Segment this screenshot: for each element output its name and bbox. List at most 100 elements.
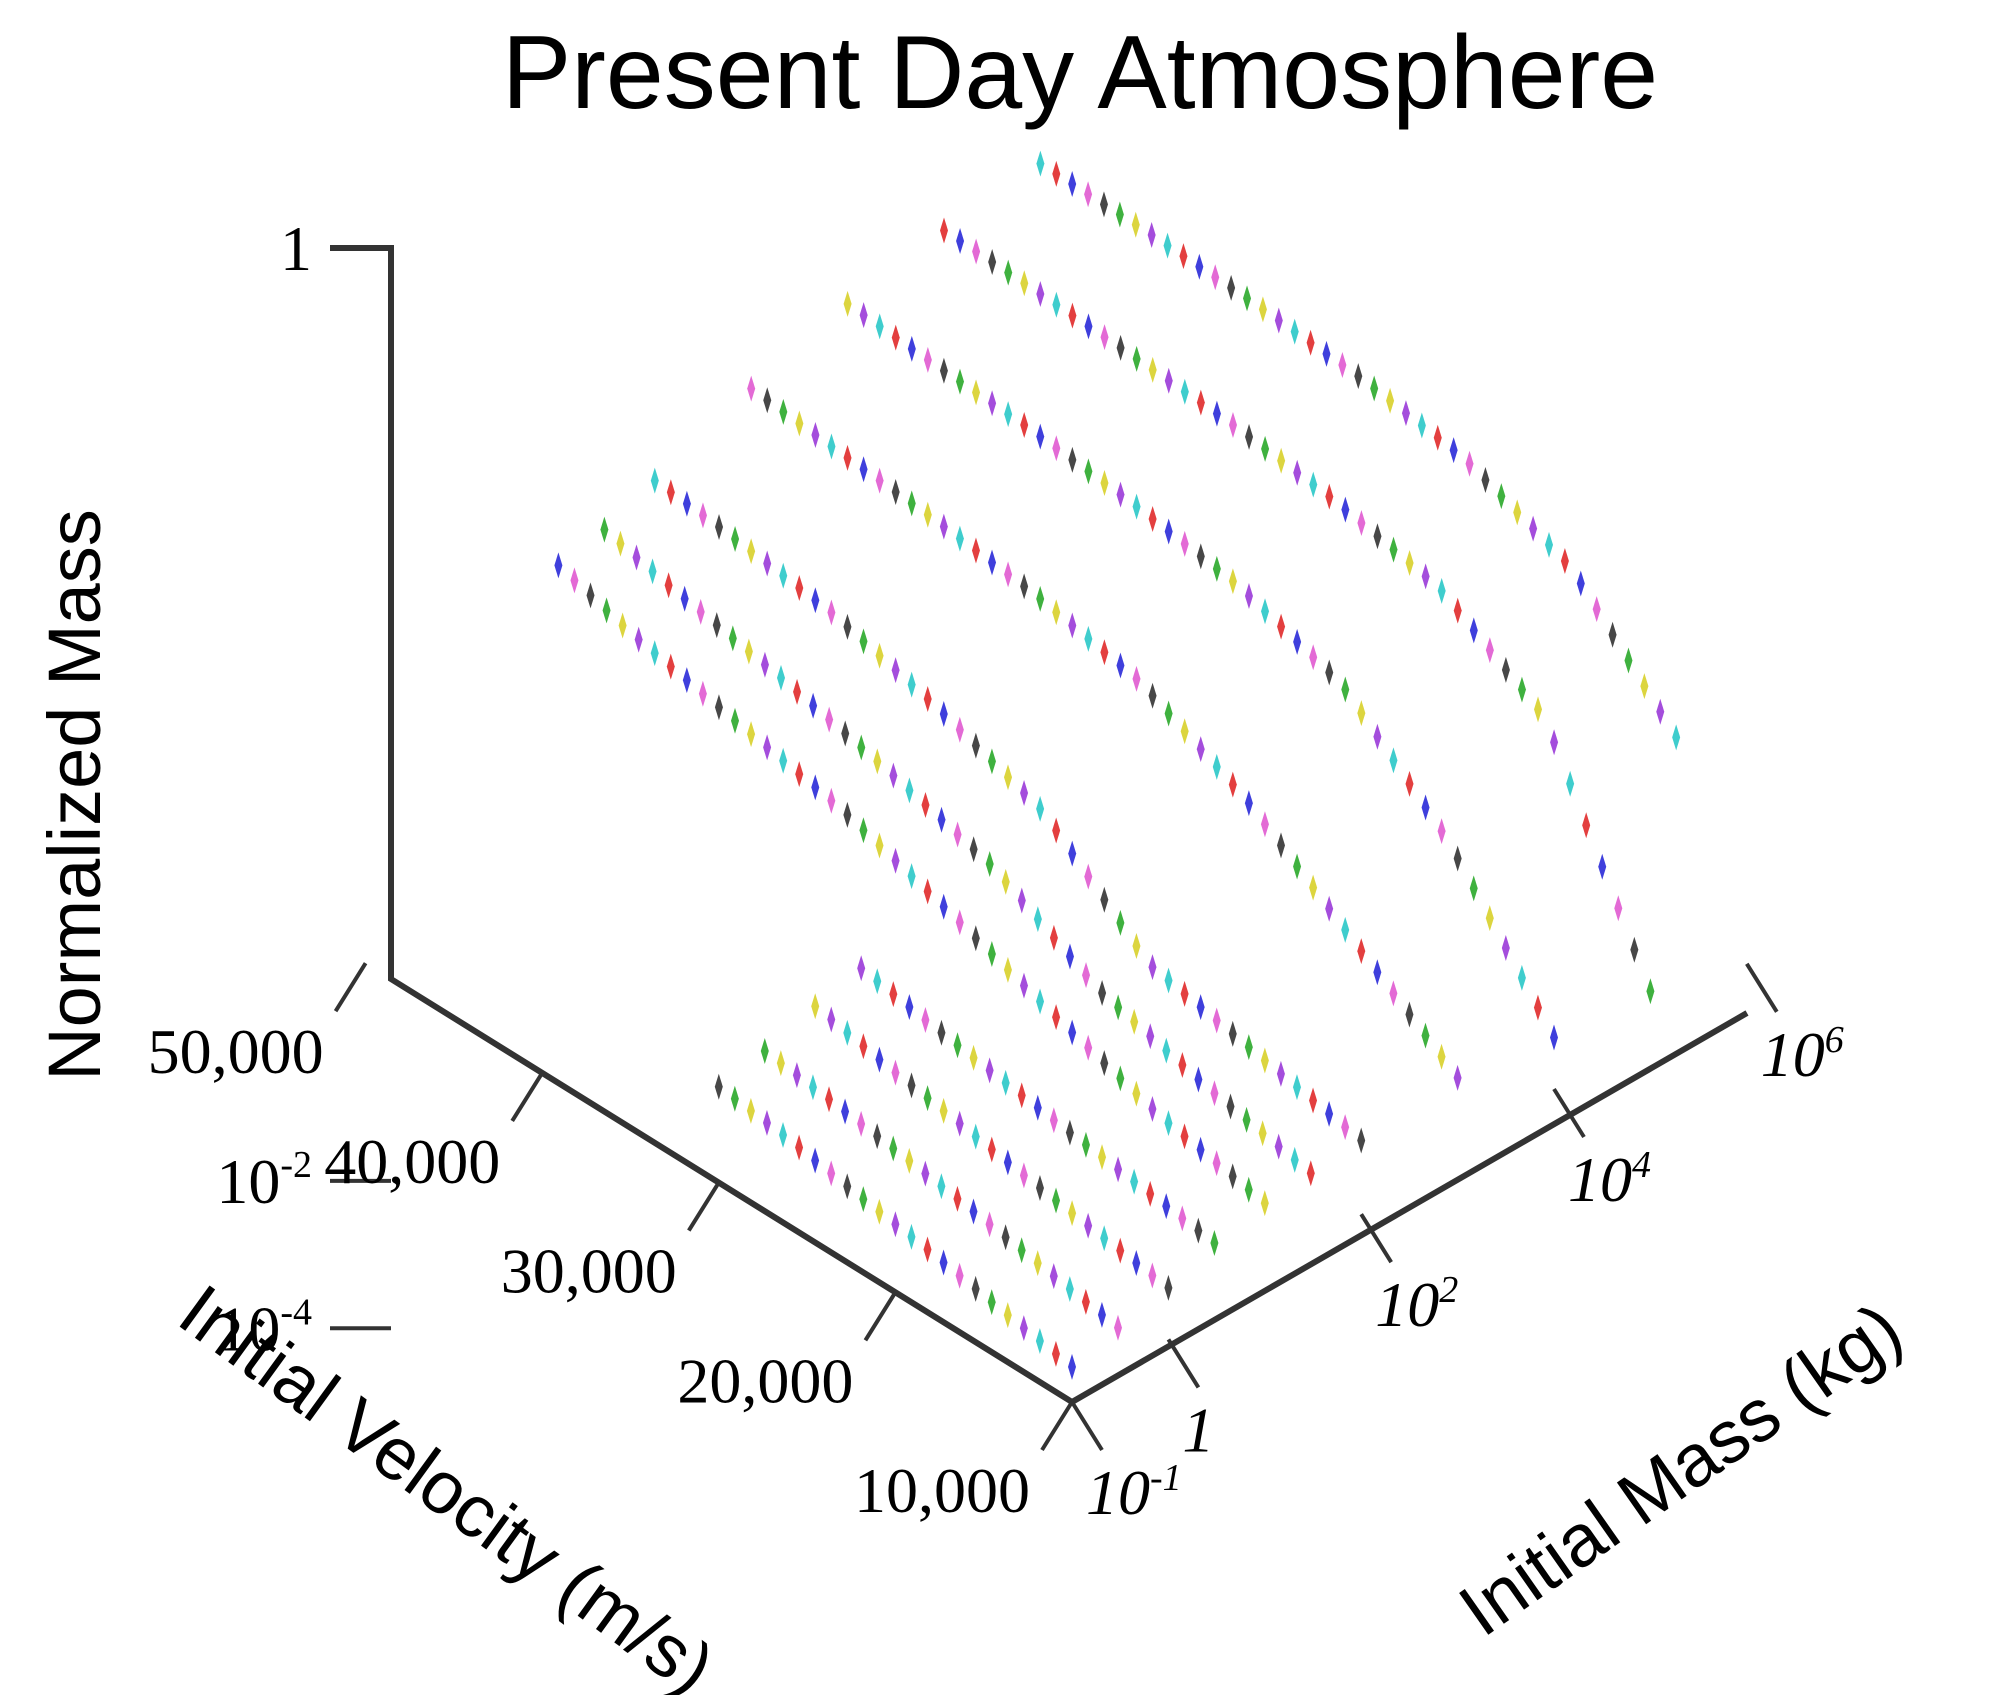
- data-point: [1036, 795, 1045, 822]
- data-point: [1550, 729, 1559, 756]
- data-point: [1211, 264, 1220, 291]
- data-point: [1228, 1020, 1237, 1047]
- initial-mass-tick-label: 104: [1568, 1144, 1651, 1215]
- data-point: [905, 1147, 914, 1174]
- data-point: [956, 228, 965, 255]
- data-point: [1116, 909, 1125, 936]
- data-point: [1277, 447, 1286, 474]
- axes: [330, 245, 1779, 1452]
- data-point: [1513, 499, 1522, 526]
- data-point: [939, 893, 948, 920]
- data-point: [1258, 296, 1267, 323]
- data-point: [1640, 673, 1649, 700]
- velocity-tick-mark: [1040, 1400, 1074, 1452]
- data-point: [1099, 191, 1108, 218]
- data-point: [857, 955, 866, 982]
- data-point: [859, 817, 868, 844]
- data-point: [859, 456, 868, 483]
- data-point: [682, 667, 691, 694]
- data-point: [1405, 770, 1414, 797]
- data-point: [1290, 318, 1299, 345]
- velocity-tick-mark: [687, 1181, 721, 1232]
- data-point: [889, 1135, 898, 1162]
- initial-mass-tick-label-base: 10: [1375, 1269, 1439, 1340]
- initial-mass-tick-label-exponent: -1: [1150, 1457, 1182, 1499]
- data-point: [923, 1236, 932, 1263]
- data-point: [955, 1110, 964, 1137]
- data-point: [1084, 863, 1093, 890]
- data-point: [907, 1072, 916, 1099]
- data-point: [795, 761, 804, 788]
- data-point: [1164, 518, 1173, 545]
- data-point: [1020, 780, 1029, 807]
- data-point: [1065, 1119, 1074, 1146]
- data-point: [1196, 543, 1205, 570]
- data-point: [811, 1147, 820, 1174]
- data-point: [1421, 1022, 1430, 1049]
- data-point: [891, 1059, 900, 1086]
- data-point: [988, 549, 997, 576]
- data-point: [698, 680, 707, 707]
- data-point: [1630, 936, 1639, 963]
- data-point: [1098, 979, 1107, 1006]
- velocity-tick-label: 50,000: [148, 1016, 324, 1087]
- data-point: [953, 821, 962, 848]
- data-point: [1116, 1065, 1125, 1092]
- velocity-tick-mark: [510, 1071, 544, 1122]
- data-point: [1180, 378, 1189, 405]
- data-point: [747, 721, 756, 748]
- data-point: [1003, 1149, 1012, 1176]
- data-point: [696, 598, 705, 625]
- initial-mass-tick-label: 102: [1375, 1269, 1458, 1340]
- data-point: [650, 640, 659, 667]
- data-point: [1017, 887, 1026, 914]
- data-point: [666, 479, 675, 506]
- data-point: [891, 657, 900, 684]
- data-point: [1114, 1156, 1123, 1183]
- data-point: [843, 801, 852, 828]
- data-point: [1098, 1144, 1107, 1171]
- data-point: [1130, 1008, 1139, 1035]
- initial-mass-tick-mark: [1166, 1338, 1201, 1389]
- data-point: [1019, 1315, 1028, 1342]
- data-point: [985, 1211, 994, 1238]
- data-point: [1001, 1224, 1010, 1251]
- data-point: [1437, 818, 1446, 845]
- initial-mass-tick-label-exponent: 2: [1439, 1269, 1458, 1311]
- z-tick-label-base: 1: [280, 213, 312, 284]
- initial-mass-axis-line: [1070, 1010, 1749, 1405]
- data-point: [1614, 895, 1623, 922]
- data-point: [1148, 1262, 1157, 1289]
- initial-mass-tick-label-exponent: 4: [1632, 1144, 1651, 1186]
- data-point: [1036, 988, 1045, 1015]
- data-point: [955, 525, 964, 552]
- data-point: [1164, 367, 1173, 394]
- data-point: [1033, 906, 1042, 933]
- data-point: [889, 981, 898, 1008]
- data-point: [1065, 943, 1074, 970]
- data-point: [971, 1123, 980, 1150]
- data-point: [843, 444, 852, 471]
- data-point: [1245, 423, 1254, 450]
- data-point: [1178, 1052, 1187, 1079]
- data-point: [1277, 613, 1286, 640]
- data-point: [827, 787, 836, 814]
- data-point: [1228, 411, 1237, 438]
- data-point: [1212, 1150, 1221, 1177]
- data-point: [1646, 978, 1655, 1005]
- data-point: [891, 324, 900, 351]
- data-point: [763, 550, 772, 577]
- data-point: [907, 1223, 916, 1250]
- data-point: [972, 238, 981, 265]
- data-point: [1212, 1007, 1221, 1034]
- data-point: [1401, 400, 1410, 427]
- data-point: [1148, 1095, 1157, 1122]
- data-point: [1180, 1123, 1189, 1150]
- data-point: [1004, 561, 1013, 588]
- data-point: [762, 1109, 771, 1136]
- data-point: [1116, 652, 1125, 679]
- data-point: [809, 692, 818, 719]
- data-point: [859, 302, 868, 329]
- data-point: [939, 700, 948, 727]
- data-point: [680, 585, 689, 612]
